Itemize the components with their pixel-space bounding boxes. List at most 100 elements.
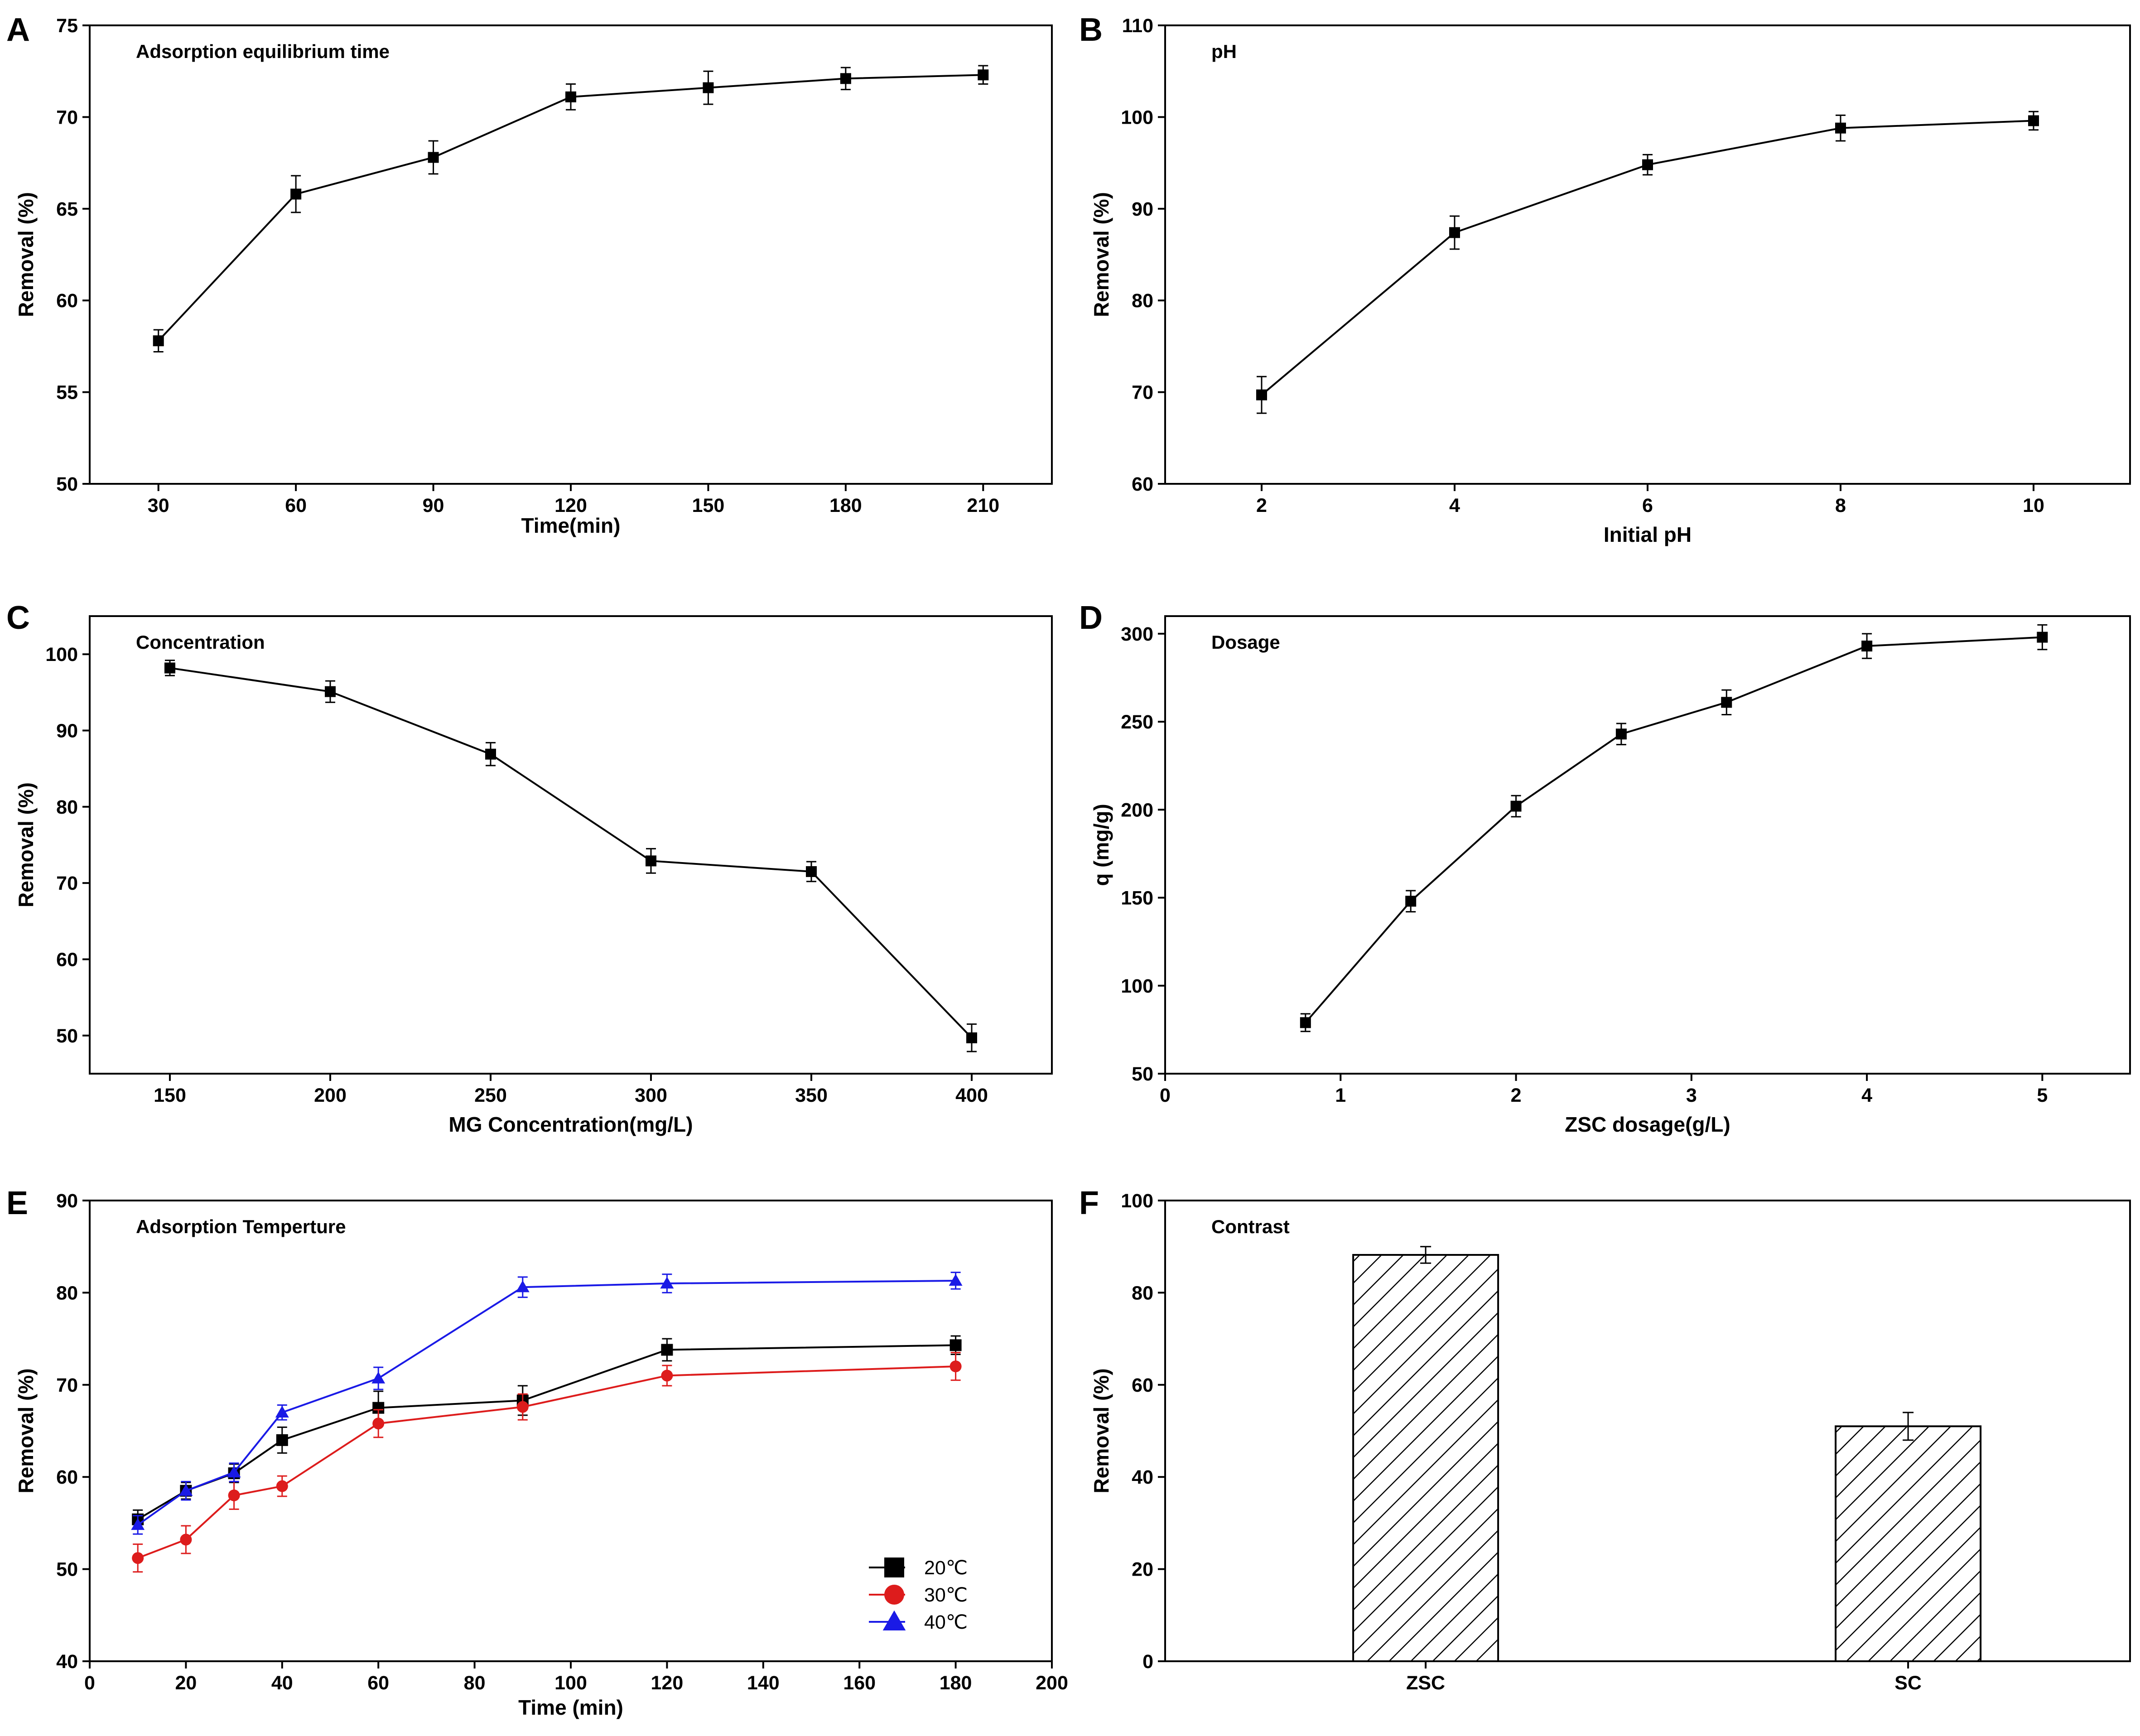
x-tick-label: 400 [955, 1085, 988, 1106]
marker-square [1256, 389, 1267, 400]
panel-title: Adsorption Temperture [136, 1216, 346, 1237]
y-tick-label: 100 [1121, 975, 1153, 997]
x-tick-label: 150 [154, 1085, 186, 1106]
marker-square [950, 1339, 962, 1351]
marker-square [164, 662, 175, 674]
series-line [1305, 636, 2043, 1023]
marker-square [1449, 227, 1460, 238]
marker-circle [228, 1489, 240, 1501]
y-tick-label: 80 [56, 796, 78, 818]
marker-triangle [516, 1280, 530, 1292]
x-axis-label: Time(min) [521, 514, 621, 537]
x-tick-label: 5 [2037, 1085, 2048, 1106]
x-tick-label: 2 [1511, 1085, 1522, 1106]
y-tick-label: 70 [56, 1374, 78, 1396]
y-tick-label: 80 [1132, 1282, 1153, 1304]
marker-circle [276, 1480, 288, 1492]
bar [1835, 1425, 1982, 1663]
legend: 20℃ 30℃ 40℃ [869, 1557, 968, 1633]
panel-letter: F [1079, 1185, 1099, 1221]
marker-square [2028, 115, 2039, 126]
y-tick-label: 75 [56, 15, 78, 37]
x-tick-label: 180 [940, 1672, 972, 1694]
panel-title: pH [1211, 41, 1237, 62]
x-tick-label: 10 [2023, 495, 2044, 516]
y-tick-label: 55 [56, 382, 78, 404]
y-tick-label: 40 [56, 1651, 78, 1673]
x-tick-label: 60 [285, 495, 307, 516]
marker-square [290, 188, 302, 200]
x-tick-label: 0 [84, 1672, 95, 1694]
marker-triangle [227, 1466, 241, 1478]
x-tick-label: 20 [175, 1672, 197, 1694]
x-tick-label: 6 [1642, 495, 1653, 516]
x-tick-label: 150 [692, 495, 725, 516]
x-tick-label: 4 [1861, 1085, 1872, 1106]
panel-b: 60 70 80 90 100 110 2 4 6 8 10 Initial pH Removal (%… [1079, 12, 2131, 546]
y-tick-label: 50 [56, 473, 78, 495]
panel-letter: D [1079, 600, 1103, 636]
y-tick-label: 60 [56, 290, 78, 312]
y-tick-label: 90 [56, 720, 78, 742]
panel-a: 50 55 60 65 70 75 30 60 90 120 150 180 210 Time(min) R… [6, 12, 1053, 537]
marker-square [806, 866, 817, 877]
marker-square [428, 152, 439, 163]
y-tick-label: 20 [1132, 1559, 1153, 1581]
marker-square [1835, 122, 1846, 134]
x-tick-label: 350 [795, 1085, 828, 1106]
x-tick-label: 120 [554, 495, 587, 516]
bar [1352, 1254, 1499, 1663]
y-tick-label: 60 [1132, 473, 1153, 495]
marker-square [325, 686, 336, 697]
x-tick-label: 8 [1835, 495, 1846, 516]
marker-square [978, 69, 989, 81]
series-0 [164, 660, 977, 1052]
x-tick-label: 120 [651, 1672, 684, 1694]
y-tick-label: 90 [56, 1190, 78, 1212]
y-tick-label: 110 [1122, 15, 1153, 37]
marker-square [153, 335, 164, 347]
panel-title: Adsorption equilibrium time [136, 41, 390, 62]
x-tick-label: ZSC [1406, 1672, 1445, 1694]
series-2 [131, 1272, 963, 1535]
marker-triangle [131, 1518, 145, 1530]
marker-square [1300, 1017, 1311, 1028]
marker-square [1861, 641, 1873, 652]
marker-circle [516, 1401, 529, 1413]
x-tick-label: 0 [1160, 1085, 1171, 1106]
y-tick-label: 90 [1132, 198, 1153, 220]
marker-square [1642, 159, 1653, 170]
y-axis-label: q (mg/g) [1089, 804, 1113, 886]
marker-square [1615, 728, 1627, 740]
series-line [169, 667, 973, 1039]
y-tick-label: 80 [56, 1282, 78, 1304]
y-axis-label: Removal (%) [1089, 1368, 1113, 1493]
series-0 [153, 65, 989, 353]
legend-label: 30℃ [924, 1584, 968, 1606]
y-tick-label: 50 [56, 1559, 78, 1581]
marker-triangle [275, 1405, 289, 1418]
marker-circle [884, 1585, 904, 1605]
marker-square [1721, 697, 1732, 708]
x-tick-label: 2 [1256, 495, 1267, 516]
panel-letter: B [1079, 12, 1103, 48]
y-tick-label: 65 [56, 198, 78, 220]
plot-frame [1164, 615, 2131, 1075]
x-axis-label: Time (min) [518, 1696, 623, 1719]
x-tick-label: SC [1894, 1672, 1922, 1694]
y-axis-label: Removal (%) [14, 1368, 38, 1493]
x-tick-label: 30 [148, 495, 169, 516]
x-tick-label: 60 [367, 1672, 389, 1694]
y-tick-label: 70 [1132, 382, 1153, 404]
series-line [158, 74, 983, 342]
plot-frame [1164, 1200, 2131, 1662]
x-tick-label: 1 [1335, 1085, 1346, 1106]
x-tick-label: 200 [1036, 1672, 1068, 1694]
x-tick-label: 3 [1686, 1085, 1697, 1106]
marker-circle [132, 1552, 144, 1564]
marker-circle [372, 1418, 385, 1430]
y-tick-label: 300 [1121, 623, 1153, 645]
plot-frame [1164, 24, 2131, 485]
y-axis-label: Removal (%) [14, 782, 38, 907]
panel-letter: A [6, 12, 30, 48]
